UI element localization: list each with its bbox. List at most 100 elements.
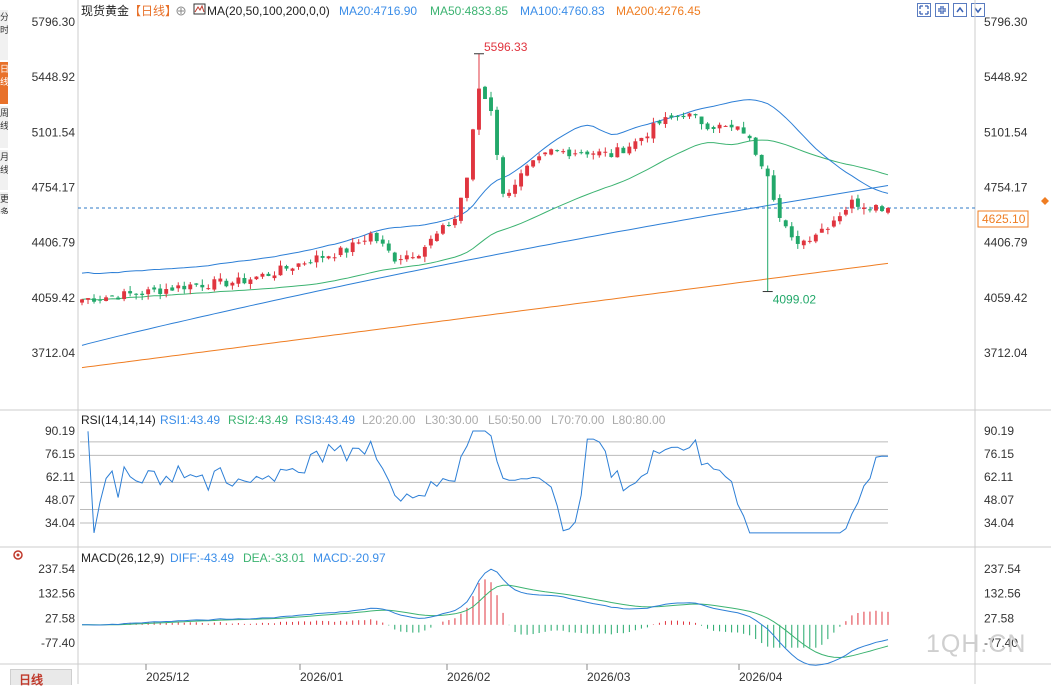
candle-body <box>495 109 499 155</box>
candle-body <box>440 225 445 234</box>
candle-body <box>675 116 680 118</box>
settings-gear-icon[interactable] <box>13 550 23 560</box>
rsi-ytick-left: 34.04 <box>45 516 75 530</box>
side-tab-3[interactable]: 月线 <box>0 150 8 190</box>
l80-value: L80:80.00 <box>612 413 666 427</box>
circle-plus-icon[interactable] <box>176 6 186 16</box>
candle-body <box>272 275 277 279</box>
candle-body <box>615 147 620 158</box>
candle-body <box>98 299 102 301</box>
candle-body <box>501 157 505 194</box>
bottom-tab-daily[interactable]: 日线 <box>10 669 72 687</box>
candle-body <box>122 291 127 300</box>
collapse-icon[interactable] <box>935 3 949 17</box>
candle-body <box>386 243 391 251</box>
candle-body <box>579 152 584 154</box>
ma-legend-label: MA(20,50,100,200,0,0) <box>207 4 330 18</box>
candle-body <box>380 239 385 244</box>
candle-body <box>434 233 439 241</box>
candle-body <box>236 277 241 284</box>
candle-body <box>765 168 770 177</box>
candle-body <box>392 252 397 262</box>
watermark: 1QH.CN <box>926 630 1027 658</box>
ma-settings-icon[interactable] <box>193 3 206 15</box>
side-tab-1[interactable]: 日线 <box>0 62 8 104</box>
candle-body <box>525 165 530 176</box>
candle-body <box>705 123 710 130</box>
candle-body <box>350 242 355 253</box>
candle-body <box>651 123 656 139</box>
candle-body <box>531 160 536 167</box>
candle-body <box>657 121 662 124</box>
candle-body <box>194 283 199 285</box>
candle-body <box>585 151 590 155</box>
candle-body <box>260 273 265 277</box>
main-ytick-right: 4059.42 <box>984 291 1028 305</box>
ma200-line <box>81 262 889 369</box>
candle-body <box>422 246 427 257</box>
candle-body <box>326 256 331 259</box>
candle-body <box>591 153 596 155</box>
candle-body <box>609 153 614 158</box>
candle-body <box>80 299 84 303</box>
candle-body <box>465 177 469 198</box>
candle-body <box>320 255 325 258</box>
xtick-label: 2026/01 <box>300 670 344 684</box>
macd-value: MACD:-20.97 <box>313 551 386 565</box>
candle-body <box>819 228 824 233</box>
candle-body <box>242 278 247 284</box>
candle-body <box>374 232 379 242</box>
candle-body <box>795 236 800 244</box>
candle-body <box>874 204 878 211</box>
main-ytick-right: 4406.79 <box>984 236 1028 250</box>
candle-body <box>212 279 217 290</box>
l20-value: L20:20.00 <box>362 413 416 427</box>
candle-body <box>537 156 542 161</box>
xtick-label: 2026/04 <box>739 670 783 684</box>
candle-body <box>843 209 848 215</box>
candle-body <box>789 226 794 238</box>
candle-body <box>224 280 229 287</box>
candle-body <box>699 116 704 125</box>
rsi-ytick-right: 76.15 <box>984 447 1014 461</box>
side-tab-4[interactable]: 更多 <box>0 192 8 214</box>
current-price-tag <box>977 210 1029 228</box>
macd-ytick-right: 237.54 <box>984 562 1021 576</box>
candle-body <box>777 198 782 218</box>
candle-body <box>868 209 872 211</box>
candle-body <box>603 151 608 153</box>
main-ytick-left: 4754.17 <box>32 181 76 195</box>
candle-body <box>308 262 313 264</box>
rsi-ytick-right: 62.11 <box>984 470 1013 484</box>
expand-icon[interactable] <box>917 3 931 17</box>
candle-body <box>880 206 884 212</box>
dea-value: DEA:-33.01 <box>243 551 305 565</box>
candle-body <box>681 115 686 118</box>
candle-body <box>92 298 96 302</box>
rsi-line <box>87 430 889 534</box>
candle-body <box>296 263 301 267</box>
candle-body <box>230 282 235 286</box>
candle-body <box>188 284 193 290</box>
candle-body <box>735 126 740 130</box>
rsi-ytick-right: 48.07 <box>984 493 1014 507</box>
chevron-up-icon[interactable] <box>953 3 967 17</box>
candle-body <box>669 115 674 118</box>
candle-body <box>356 242 361 244</box>
instrument-title: 现货黄金 <box>81 3 129 18</box>
candle-body <box>621 147 626 154</box>
macd-ytick-right: 27.58 <box>984 611 1014 625</box>
xtick-label: 2025/12 <box>146 670 190 684</box>
candle-body <box>338 247 343 256</box>
side-tab-2[interactable]: 周线 <box>0 106 8 148</box>
candle-body <box>110 295 115 297</box>
candle-body <box>200 284 205 288</box>
candle-body <box>645 136 650 139</box>
candle-body <box>362 240 367 242</box>
l30-value: L30:30.00 <box>425 413 479 427</box>
candle-body <box>284 266 289 269</box>
candle-body <box>489 97 493 112</box>
candle-body <box>134 293 139 295</box>
side-tab-0[interactable]: 分时 <box>0 10 8 60</box>
